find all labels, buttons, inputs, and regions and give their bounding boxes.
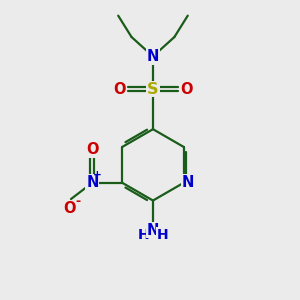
- Text: H: H: [157, 228, 168, 242]
- Text: O: O: [113, 82, 126, 97]
- Text: N: N: [86, 175, 98, 190]
- Text: +: +: [93, 170, 102, 180]
- Text: N: N: [182, 175, 194, 190]
- Text: N: N: [147, 49, 159, 64]
- Text: O: O: [86, 142, 99, 158]
- Text: H: H: [138, 228, 149, 242]
- Text: O: O: [63, 201, 76, 216]
- Text: S: S: [147, 82, 159, 97]
- Text: O: O: [180, 82, 193, 97]
- Text: N: N: [147, 223, 159, 238]
- Text: -: -: [75, 195, 80, 208]
